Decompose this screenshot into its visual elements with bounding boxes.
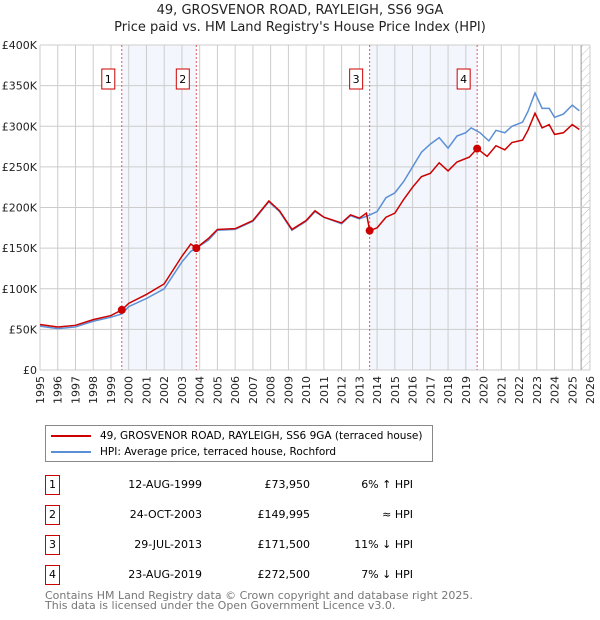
- y-tick-label: £50K: [9, 323, 38, 336]
- price-chart: 1995 1996 1997 1998 1999 2000 2001 2002 2003 2004…: [2, 39, 597, 404]
- x-tick-label: 1997: [69, 376, 82, 404]
- x-tick-label: 2015: [389, 376, 402, 404]
- x-tick-label: 2024: [549, 376, 562, 404]
- sale-date: 23-AUG-2019: [128, 568, 202, 581]
- sale-row: 3 29-JUL-2013 £171,500 11% ↓ HPI: [45, 535, 413, 555]
- y-tick-label: £200K: [2, 202, 38, 215]
- x-tick-label: 2006: [229, 376, 242, 404]
- sale-number: 1: [45, 475, 60, 495]
- sale-label-box: [349, 68, 364, 90]
- x-tick-label: 2018: [442, 376, 455, 404]
- sale-label: 4: [460, 73, 467, 86]
- sale-point: [192, 244, 201, 253]
- x-tick-label: 2003: [176, 376, 189, 404]
- legend-item-property: 49, GROSVENOR ROAD, RAYLEIGH, SS6 9GA (t…: [46, 428, 422, 444]
- x-tick-label: 1998: [87, 376, 100, 404]
- x-tick-label: 2004: [194, 376, 207, 404]
- x-tick-label: 2001: [140, 376, 153, 404]
- y-tick-label: £400K: [2, 39, 38, 52]
- legend: 49, GROSVENOR ROAD, RAYLEIGH, SS6 9GA (t…: [45, 425, 433, 462]
- sale-hpi-diff: 11% ↓ HPI: [354, 538, 413, 551]
- sale-number: 3: [45, 535, 60, 555]
- y-tick-label: £250K: [2, 161, 38, 174]
- sale-row: 2 24-OCT-2003 £149,995 ≈ HPI: [45, 505, 413, 525]
- legend-item-hpi: HPI: Average price, terraced house, Roch…: [46, 444, 336, 460]
- y-tick-label: £350K: [2, 80, 38, 93]
- sale-price: £171,500: [257, 538, 311, 551]
- x-tick-label: 2011: [318, 376, 331, 404]
- sale-date: 29-JUL-2013: [134, 538, 202, 551]
- price-paid-line: [39, 111, 580, 328]
- sale-hpi-diff: 7% ↓ HPI: [361, 568, 413, 581]
- sale-number: 4: [45, 565, 60, 585]
- x-tick-label: 2017: [424, 376, 437, 404]
- sale-row: 4 23-AUG-2019 £272,500 7% ↓ HPI: [45, 565, 413, 585]
- x-tick-label: 2019: [460, 376, 473, 404]
- sale-date: 24-OCT-2003: [129, 508, 202, 521]
- sale-label-box: [456, 68, 471, 90]
- sale-price: £73,950: [264, 478, 311, 491]
- x-tick-label: 2010: [300, 376, 313, 404]
- x-tick-label: 2026: [584, 376, 597, 404]
- x-tick-label: 2000: [123, 376, 136, 404]
- sale-hpi-diff: 6% ↑ HPI: [361, 478, 413, 491]
- sale-point: [117, 305, 126, 314]
- sale-point: [473, 144, 482, 153]
- sale-label-box: [101, 68, 116, 90]
- x-tick-label: 2025: [566, 376, 579, 404]
- x-tick-label: 2012: [336, 376, 349, 404]
- sale-price: £149,995: [257, 508, 311, 521]
- x-tick-label: 2016: [407, 376, 420, 404]
- x-tick-label: 2014: [371, 376, 384, 404]
- x-tick-label: 2020: [478, 376, 491, 404]
- x-tick-label: 2023: [531, 376, 544, 404]
- x-tick-label: 2005: [211, 376, 224, 404]
- x-tick-label: 2022: [513, 376, 526, 404]
- x-tick-label: 2008: [265, 376, 278, 404]
- chart-title: 49, GROSVENOR ROAD, RAYLEIGH, SS6 9GA: [156, 3, 444, 18]
- hpi-line: [39, 90, 580, 330]
- x-tick-label: 2002: [158, 376, 171, 404]
- sale-date: 12-AUG-1999: [128, 478, 202, 491]
- x-tick-label: 1995: [34, 376, 47, 404]
- x-tick-label: 1996: [52, 376, 65, 404]
- footer: Contains HM Land Registry data © Crown c…: [45, 589, 473, 612]
- sale-label-box: [175, 68, 190, 90]
- x-tick-label: 2009: [282, 376, 295, 404]
- sale-label: 3: [353, 73, 360, 86]
- y-tick-label: £150K: [2, 242, 38, 255]
- x-tick-label: 2013: [353, 376, 366, 404]
- x-tick-label: 2007: [247, 376, 260, 404]
- y-tick-label: £100K: [2, 283, 38, 296]
- y-tick-label: £0: [23, 364, 37, 377]
- sale-label: 2: [179, 73, 186, 86]
- x-tick-label: 2021: [495, 376, 508, 404]
- sale-hpi-diff: ≈ HPI: [382, 508, 413, 521]
- sale-point: [365, 226, 374, 235]
- chart-subtitle: Price paid vs. HM Land Registry's House …: [114, 20, 486, 35]
- x-tick-label: 1999: [105, 376, 118, 404]
- sale-row: 1 12-AUG-1999 £73,950 6% ↑ HPI: [45, 475, 413, 495]
- sale-price: £272,500: [257, 568, 311, 581]
- y-tick-label: £300K: [2, 120, 38, 133]
- sale-label: 1: [105, 73, 112, 86]
- sale-number: 2: [45, 505, 60, 525]
